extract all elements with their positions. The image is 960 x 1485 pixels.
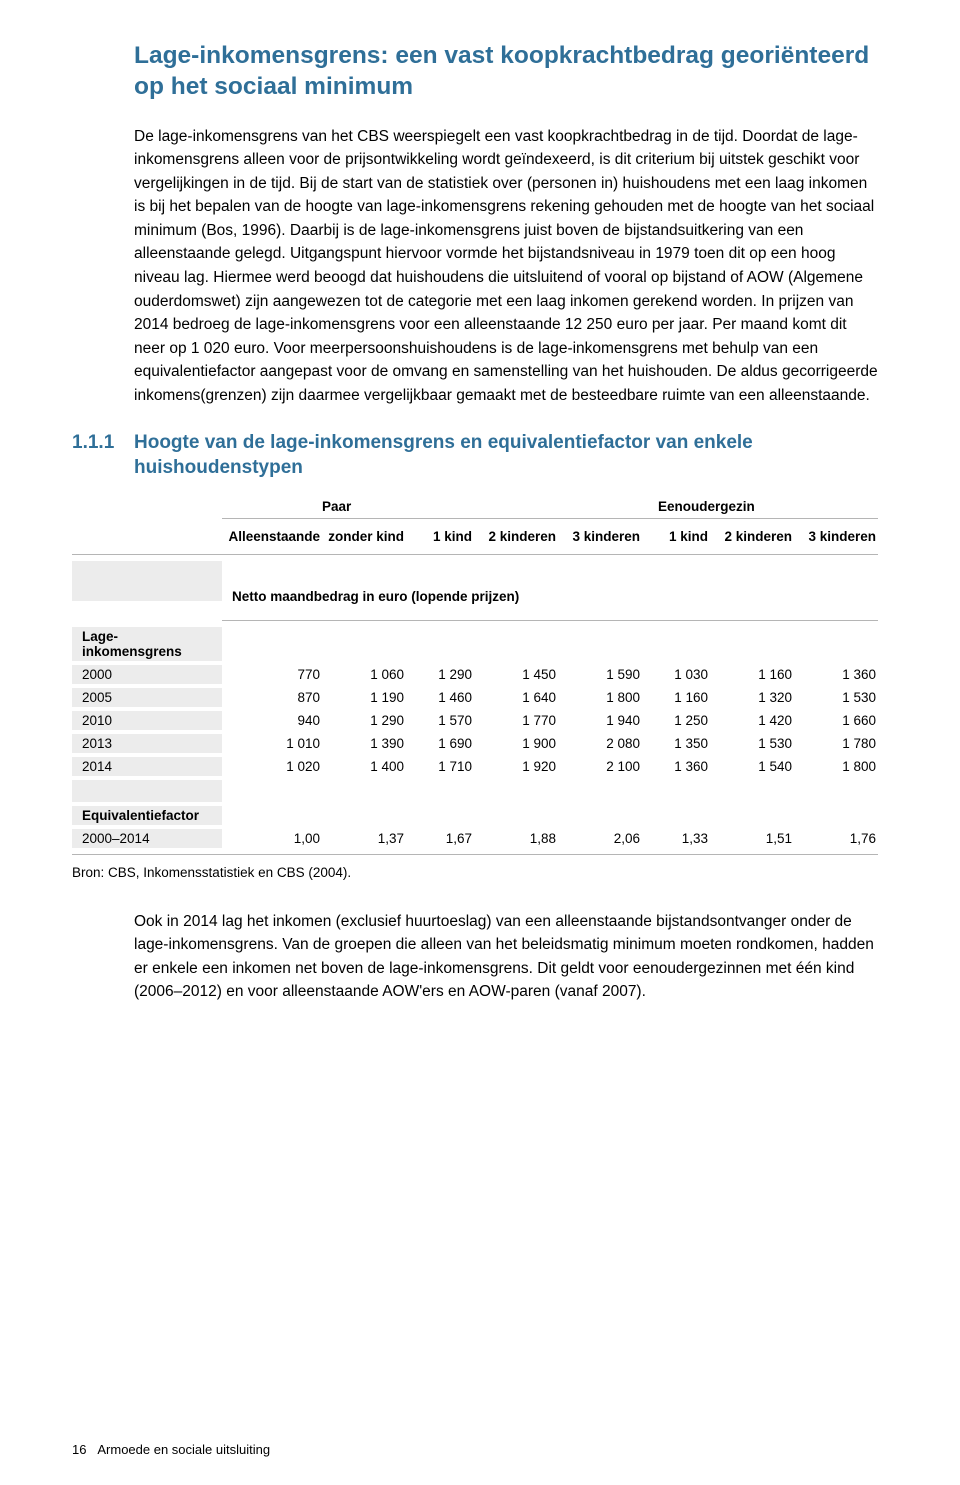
cell: 1 020: [222, 759, 322, 774]
col-2kinderen-b: 2 kinderen: [710, 529, 794, 544]
cell: 1 450: [474, 667, 558, 682]
cell: 1,00: [222, 831, 322, 846]
group-eenoudergezin: Eenoudergezin: [658, 499, 755, 514]
cell: 1 540: [710, 759, 794, 774]
table-column-header: Alleenstaande zonder kind 1 kind 2 kinde…: [72, 523, 878, 550]
page-title: Lage-inkomensgrens: een vast koopkrachtb…: [134, 40, 878, 103]
cell: 1 350: [642, 736, 710, 751]
footer-title: Armoede en sociale uitsluiting: [97, 1442, 270, 1457]
section-heading: Hoogte van de lage-inkomensgrens en equi…: [134, 431, 878, 480]
table-row: 20109401 2901 5701 7701 9401 2501 4201 6…: [72, 709, 878, 732]
cell: 1 360: [794, 667, 878, 682]
section-heading-row: 1.1.1 Hoogte van de lage-inkomensgrens e…: [72, 431, 878, 480]
cell: 1 160: [710, 667, 794, 682]
cell: 1 640: [474, 690, 558, 705]
document-page: Lage-inkomensgrens: een vast koopkrachtb…: [0, 0, 960, 1485]
rule: [222, 620, 878, 621]
col-1kind-a: 1 kind: [406, 529, 474, 544]
cell: 1 780: [794, 736, 878, 751]
row-label: 2013: [72, 734, 222, 753]
cell: 1 290: [406, 667, 474, 682]
table-group-header: Paar Eenoudergezin: [72, 499, 878, 514]
rule: [72, 554, 878, 555]
group-paar: Paar: [322, 499, 642, 514]
intro-paragraph: De lage-inkomensgrens van het CBS weersp…: [134, 125, 878, 408]
cell: 1,33: [642, 831, 710, 846]
cell: 1,76: [794, 831, 878, 846]
table-rows-b: 2000–20141,001,371,671,882,061,331,511,7…: [72, 827, 878, 850]
cell: 1 530: [710, 736, 794, 751]
cell: 1 570: [406, 713, 474, 728]
cell: 1 770: [474, 713, 558, 728]
spacer-row: [72, 778, 878, 804]
cell: 1,37: [322, 831, 406, 846]
closing-paragraph: Ook in 2014 lag het inkomen (exclusief h…: [134, 910, 878, 1004]
cell: 1 460: [406, 690, 474, 705]
cell: 1 800: [558, 690, 642, 705]
cell: 1 660: [794, 713, 878, 728]
cell: 1 400: [322, 759, 406, 774]
section-b-label-row: Equivalentiefactor: [72, 804, 878, 827]
row-label: 2000: [72, 665, 222, 684]
cell: 1 590: [558, 667, 642, 682]
col-zonder-kind: zonder kind: [322, 529, 406, 544]
cell: 2 080: [558, 736, 642, 751]
cell: 1 690: [406, 736, 474, 751]
table-row: 20131 0101 3901 6901 9002 0801 3501 5301…: [72, 732, 878, 755]
cell: 1 360: [642, 759, 710, 774]
row-label: 2010: [72, 711, 222, 730]
cell: 940: [222, 713, 322, 728]
cell: 1,88: [474, 831, 558, 846]
section-a-label-row: Lage-inkomensgrens: [72, 625, 878, 663]
section-b-label: Equivalentiefactor: [72, 806, 222, 825]
cell: 1 290: [322, 713, 406, 728]
row-label: 2005: [72, 688, 222, 707]
cell: 1 010: [222, 736, 322, 751]
cell: 1 800: [794, 759, 878, 774]
cell: 1 900: [474, 736, 558, 751]
col-3kinderen-b: 3 kinderen: [794, 529, 878, 544]
row-label: 2000–2014: [72, 829, 222, 848]
table-row: 20007701 0601 2901 4501 5901 0301 1601 3…: [72, 663, 878, 686]
rule: [222, 518, 878, 519]
cell: 1 160: [642, 690, 710, 705]
rule: [72, 854, 878, 855]
cell: 1 030: [642, 667, 710, 682]
cell: 1 190: [322, 690, 406, 705]
table-row: 20058701 1901 4601 6401 8001 1601 3201 5…: [72, 686, 878, 709]
cell: 1 060: [322, 667, 406, 682]
cell: 1 530: [794, 690, 878, 705]
cell: 1 420: [710, 713, 794, 728]
page-number: 16: [72, 1442, 86, 1457]
cell: 1 940: [558, 713, 642, 728]
source-note: Bron: CBS, Inkomensstatistiek en CBS (20…: [72, 865, 878, 880]
cell: 770: [222, 667, 322, 682]
cell: 870: [222, 690, 322, 705]
cell: 2 100: [558, 759, 642, 774]
cell: 1 320: [710, 690, 794, 705]
cell: 1,51: [710, 831, 794, 846]
table-row: 20141 0201 4001 7101 9202 1001 3601 5401…: [72, 755, 878, 778]
unit-note-row: Netto maandbedrag in euro (lopende prijz…: [72, 559, 878, 616]
col-2kinderen-a: 2 kinderen: [474, 529, 558, 544]
cell: 1 390: [322, 736, 406, 751]
cell: 1 920: [474, 759, 558, 774]
row-label: 2014: [72, 757, 222, 776]
income-table: Paar Eenoudergezin Alleenstaande zonder …: [72, 499, 878, 855]
cell: 2,06: [558, 831, 642, 846]
col-alleenstaande: Alleenstaande: [222, 529, 322, 544]
col-3kinderen-a: 3 kinderen: [558, 529, 642, 544]
section-number: 1.1.1: [72, 431, 134, 456]
cell: 1 250: [642, 713, 710, 728]
section-a-label: Lage-inkomensgrens: [72, 627, 222, 661]
table-row: 2000–20141,001,371,671,882,061,331,511,7…: [72, 827, 878, 850]
cell: 1,67: [406, 831, 474, 846]
page-footer: 16 Armoede en sociale uitsluiting: [72, 1442, 270, 1457]
cell: 1 710: [406, 759, 474, 774]
unit-note: Netto maandbedrag in euro (lopende prijz…: [222, 579, 878, 614]
table-rows-a: 20007701 0601 2901 4501 5901 0301 1601 3…: [72, 663, 878, 778]
col-1kind-b: 1 kind: [642, 529, 710, 544]
